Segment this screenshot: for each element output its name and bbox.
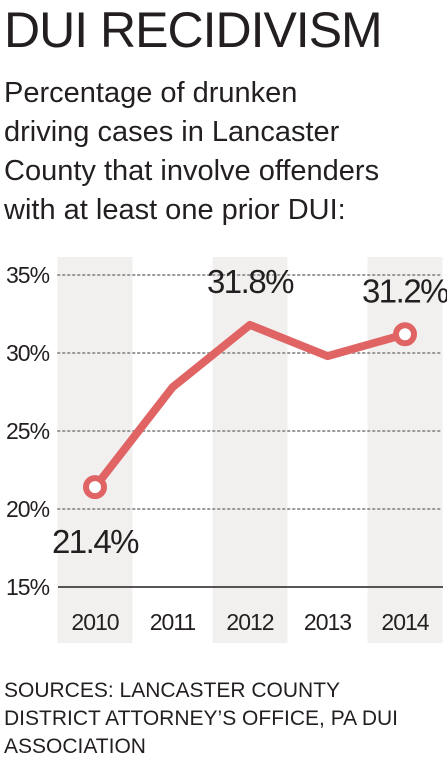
x-tick-label: 2012 [226,609,273,635]
data-label-2010: 21.4% [52,523,139,560]
chart-subtitle: Percentage of drunken driving cases in L… [4,77,380,226]
x-tick-label: 2014 [381,609,429,635]
x-tick-label: 2011 [150,609,196,635]
series-line [91,320,409,492]
y-tick-label: 15% [6,574,50,600]
point-marker-2014 [393,322,417,347]
x-tick-label: 2010 [71,609,118,635]
point-marker-2010 [83,475,107,500]
column-band-2014 [367,257,443,643]
column-band-2012 [212,257,288,643]
y-tick-label: 30% [6,340,50,366]
line-chart: 15% 20% 25% 30% 35% 2010 2011 2012 2013 2014 21.… [6,257,447,643]
chart-title: DUI RECIDIVISM [4,2,383,58]
sources-note: SOURCES: LANCASTER COUNTY DISTRICT ATTOR… [4,679,398,758]
y-tick-label: 25% [6,418,50,444]
x-tick-label: 2013 [304,609,351,635]
data-label-2014: 31.2% [362,272,447,309]
y-tick-label: 20% [6,496,50,522]
data-label-2012: 31.8% [207,263,294,300]
y-tick-label: 35% [6,262,50,288]
